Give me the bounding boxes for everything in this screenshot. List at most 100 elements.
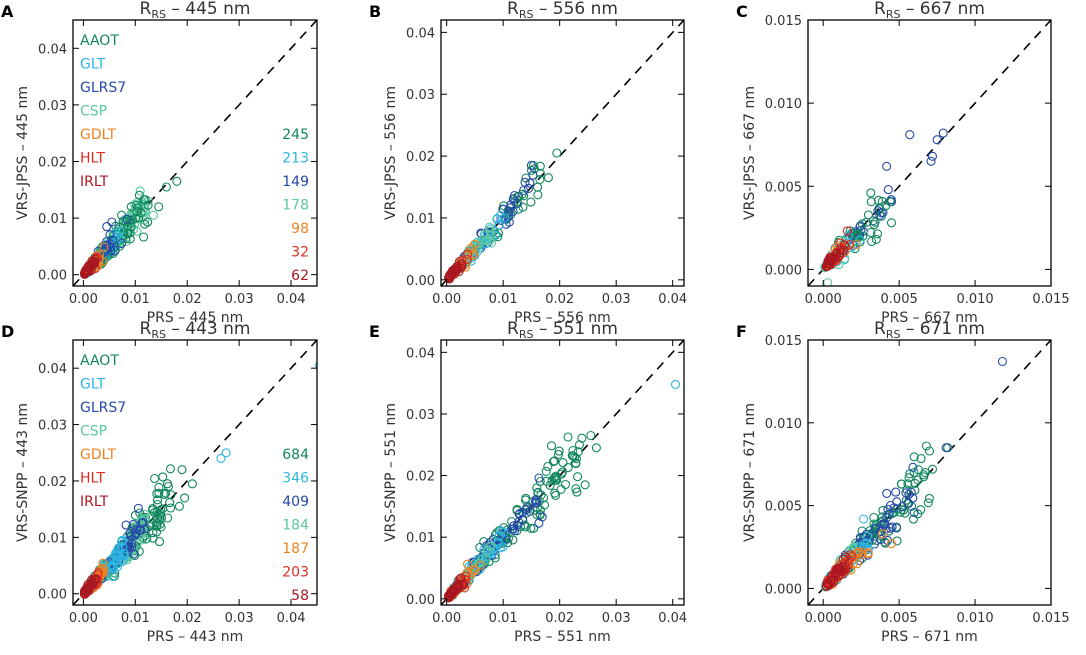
y-tick-label: 0.02 [406,470,435,485]
data-point [823,579,833,589]
panel-letter: B [369,2,381,21]
title-symbol: R [507,0,519,19]
data-point [117,536,127,546]
data-point [494,531,504,541]
data-point [854,547,864,557]
data-point [99,242,109,252]
x-tick-label: 0.04 [658,611,687,626]
data-point [921,441,932,451]
data-point [558,458,568,468]
y-tick-label: 0.00 [406,274,435,289]
data-point [152,495,163,505]
data-point [847,551,857,561]
data-point [152,521,162,531]
data-point [535,174,545,185]
data-point [122,214,132,224]
x-tick-label: 0.00 [69,611,98,626]
y-tick-label: 0.03 [38,99,67,114]
data-point [109,230,119,241]
data-point [315,361,317,370]
y-tick-label: 0.000 [765,582,802,597]
data-point [124,542,135,553]
data-point [573,472,583,482]
y-axis-label: VRS-SNPP – 551 nm [383,403,399,542]
data-point [533,182,543,192]
data-point [552,148,562,158]
y-axis-label: VRS-JPSS – 445 nm [15,86,31,220]
data-point [154,537,165,547]
data-point [125,528,135,538]
data-point [107,571,117,582]
x-tick-label: 0.015 [1032,292,1069,307]
data-point [132,207,142,217]
y-tick-label: 0.04 [406,346,435,361]
one-to-one-line [73,340,317,605]
sample-count: 245 [282,127,309,143]
data-point [113,544,123,554]
data-point [101,244,111,254]
scatter-points [444,148,562,284]
data-point [108,235,118,245]
data-point [154,482,164,492]
y-axis-label: VRS-SNPP – 443 nm [15,403,31,542]
data-point [821,262,831,272]
data-point [138,517,148,527]
data-point [139,514,149,524]
data-point [109,555,119,565]
plot-frame [72,339,318,606]
legend-entry: GDLT [80,127,117,143]
data-point [166,503,176,513]
data-point [863,549,873,559]
data-point [886,218,897,228]
x-tick-label: 0.03 [602,611,631,626]
data-point [545,480,555,490]
data-point [897,479,907,489]
plot-frame [807,19,1052,287]
x-tick-label: 0.01 [121,292,150,307]
legend-entry: IRLT [80,494,109,510]
data-point [86,581,96,591]
title-subscript: RS [886,8,901,21]
y-tick-label: 0.005 [765,180,802,195]
panel-c: 0.000 0.005 0.010 0.015 0.000 0.005 0.010 0.015… [736,0,1070,326]
data-point [509,190,520,201]
x-tick-label: 0.00 [432,292,461,307]
panel-e: 0.00 0.01 0.02 0.03 0.04 0.00 0.01 0.02 0.03 0.04… [369,319,687,645]
x-axis-label: PRS – 667 nm [881,310,978,326]
legend-entry: CSP [80,104,107,120]
data-point [152,489,162,499]
y-tick-label: 0.00 [38,269,67,284]
data-point [130,530,140,540]
data-point [908,462,918,472]
x-tick-label: 0.02 [173,292,202,307]
legend-entry: GLT [80,377,106,393]
data-point [535,505,545,515]
data-point [140,195,150,205]
x-axis-label: PRS – 556 nm [514,310,611,326]
data-point [550,475,560,485]
x-tick-label: 0.000 [805,292,842,307]
panel-f: 0.000 0.005 0.010 0.015 0.000 0.005 0.010 0.015… [736,319,1070,645]
data-point [871,234,881,244]
data-point [909,452,919,462]
data-point [112,562,123,572]
legend-entry: GDLT [80,447,117,463]
data-point [127,215,137,225]
data-point [877,529,887,539]
panel-d: 0.00 0.01 0.02 0.03 0.04 0.00 0.01 0.02 0.03 0.04… [1,319,318,645]
data-point [86,576,96,586]
y-tick-label: 0.005 [765,500,802,515]
data-point [570,452,580,462]
panel-letter: F [736,322,747,341]
data-point [81,587,92,597]
data-point [892,523,902,533]
data-point [909,467,919,478]
data-point [98,558,108,568]
x-tick-label: 0.010 [956,292,993,307]
legend-entry: AAOT [80,353,119,369]
y-tick-label: 0.03 [38,419,67,434]
data-point [863,210,873,220]
data-point [926,156,936,166]
title-wavelength: – 556 nm [533,0,618,19]
